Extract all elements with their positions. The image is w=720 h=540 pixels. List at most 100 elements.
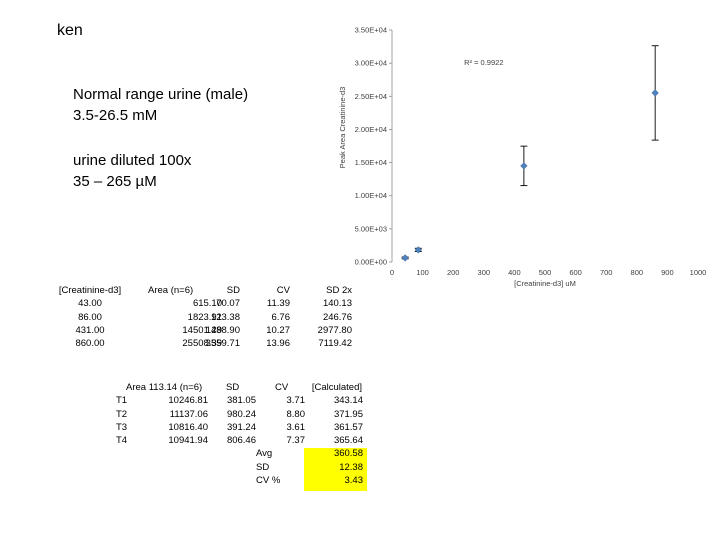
table-cell: 10246.81 [168, 395, 208, 407]
table-row: T1 10246.81 381.05 3.71 343.14 [100, 394, 380, 407]
table-cell: 7.37 [286, 435, 306, 447]
sample-header-calculated: [Calculated] [311, 382, 362, 393]
table-cell: 391.24 [226, 421, 256, 433]
dilution-text: urine diluted 100x 35 – 265 µM [73, 150, 191, 192]
table-cell: 3559.71 [205, 338, 240, 350]
table-cell: 1823.91 [187, 311, 222, 323]
table-cell: 10.27 [266, 324, 290, 336]
table-row: 431.00 14501.29 1488.90 10.27 2977.80 [40, 324, 370, 337]
calibration-header-conc: [Creatinine-d3] [58, 285, 122, 296]
table-cell: 371.95 [333, 408, 363, 420]
table-cell: 980.24 [226, 408, 256, 420]
y-tick-label: 2.00E+04 [355, 125, 387, 134]
dilution-line1: urine diluted 100x [73, 152, 192, 169]
sample-header-area: Area 113.14 (n=6) [126, 382, 203, 393]
data-point [414, 246, 422, 254]
sample-table: Area 113.14 (n=6) SD CV [Calculated] T1 … [100, 381, 380, 487]
table-cell: 43.00 [78, 298, 102, 310]
x-tick-label: 500 [539, 268, 552, 277]
normal-range-line2: 3.5-26.5 mM [73, 107, 158, 124]
sample-header-row: Area 113.14 (n=6) SD CV [Calculated] [100, 381, 380, 394]
y-tick-label: 1.00E+04 [355, 191, 387, 200]
table-cell: T1 [116, 395, 128, 407]
normal-range-text: Normal range urine (male) 3.5-26.5 mM [73, 84, 248, 126]
x-tick-label: 600 [569, 268, 582, 277]
table-cell: 13.96 [266, 338, 290, 350]
data-point [401, 254, 409, 262]
table-cell: 361.57 [333, 421, 363, 433]
table-cell: 1488.90 [205, 324, 240, 336]
x-tick-label: 100 [416, 268, 429, 277]
sample-header-cv: CV [275, 382, 289, 393]
slide-title: ken [57, 22, 83, 39]
table-cell: 86.00 [78, 311, 102, 323]
table-row: T4 10941.94 806.46 7.37 365.64 [100, 434, 380, 447]
y-axis-title: Peak Area Creatinine-d3 [338, 87, 347, 169]
x-tick-label: 300 [478, 268, 491, 277]
table-cell: 70.07 [216, 298, 240, 310]
table-cell: 3.61 [286, 421, 306, 433]
summary-value: 3.43 [344, 475, 364, 487]
table-row: T3 10816.40 391.24 3.61 361.57 [100, 421, 380, 434]
summary-label: Avg [256, 448, 273, 460]
dilution-line2: 35 – 265 µM [73, 173, 157, 190]
calibration-header-row: [Creatinine-d3] Area (n=6) SD CV SD 2x [40, 284, 370, 297]
x-tick-label: 400 [508, 268, 521, 277]
calibration-header-sd: SD [226, 285, 240, 296]
summary-row-sd: SD 12.38 [100, 461, 380, 474]
summary-highlight [304, 448, 367, 491]
x-tick-label: 1000 [690, 268, 707, 277]
table-cell: 6.76 [271, 311, 291, 323]
table-cell: T3 [116, 421, 128, 433]
x-tick-label: 800 [631, 268, 644, 277]
table-cell: 10816.40 [168, 421, 208, 433]
table-row: 86.00 1823.91 123.38 6.76 246.76 [40, 311, 370, 324]
y-tick-label: 0.00E+00 [355, 258, 387, 267]
summary-row-avg: Avg 360.58 [100, 447, 380, 460]
y-tick-label: 3.50E+04 [355, 26, 387, 35]
table-cell: 246.76 [322, 311, 352, 323]
table-cell: 365.64 [333, 435, 363, 447]
table-cell: 431.00 [75, 324, 105, 336]
table-cell: 860.00 [75, 338, 105, 350]
table-cell: 3.71 [286, 395, 306, 407]
table-cell: 11.39 [266, 298, 290, 310]
table-cell: 25508.39 [182, 338, 222, 350]
summary-label: SD [256, 461, 270, 473]
summary-value: 12.38 [339, 461, 363, 473]
y-tick-label: 5.00E+03 [355, 224, 387, 233]
table-cell: 343.14 [333, 395, 363, 407]
summary-value: 360.58 [333, 448, 363, 460]
table-cell: T4 [116, 435, 128, 447]
calibration-header-sd2x: SD 2x [326, 285, 352, 296]
table-cell: 14501.29 [182, 324, 222, 336]
table-row: 860.00 25508.39 3559.71 13.96 7119.42 [40, 337, 370, 350]
table-cell: 2977.80 [317, 324, 352, 336]
data-point [520, 162, 528, 170]
table-row: T2 11137.06 980.24 8.80 371.95 [100, 408, 380, 421]
calibration-table: [Creatinine-d3] Area (n=6) SD CV SD 2x 4… [40, 284, 370, 350]
x-tick-label: 900 [661, 268, 674, 277]
r-squared-annotation: R² = 0.9922 [464, 58, 503, 67]
table-cell: 123.38 [210, 311, 240, 323]
y-tick-label: 1.50E+04 [355, 158, 387, 167]
table-cell: 7119.42 [318, 338, 352, 350]
y-tick-label: 3.00E+04 [355, 59, 387, 68]
table-cell: 8.80 [286, 408, 306, 420]
table-cell: 381.05 [226, 395, 256, 407]
table-cell: 140.13 [322, 298, 352, 310]
table-cell: 615.10 [192, 298, 222, 310]
data-point [651, 89, 659, 97]
x-tick-label: 0 [390, 268, 394, 277]
y-tick-label: 2.50E+04 [355, 92, 387, 101]
calibration-header-cv: CV [276, 285, 290, 296]
table-cell: T2 [116, 408, 128, 420]
summary-label: CV % [256, 475, 281, 487]
sample-header-sd: SD [226, 382, 240, 393]
calibration-header-area: Area (n=6) [148, 285, 194, 296]
table-cell: 11137.06 [169, 408, 208, 420]
x-axis-title: [Creatinine-d3] uM [514, 279, 576, 288]
table-row: 43.00 615.10 70.07 11.39 140.13 [40, 297, 370, 310]
x-tick-label: 700 [600, 268, 613, 277]
